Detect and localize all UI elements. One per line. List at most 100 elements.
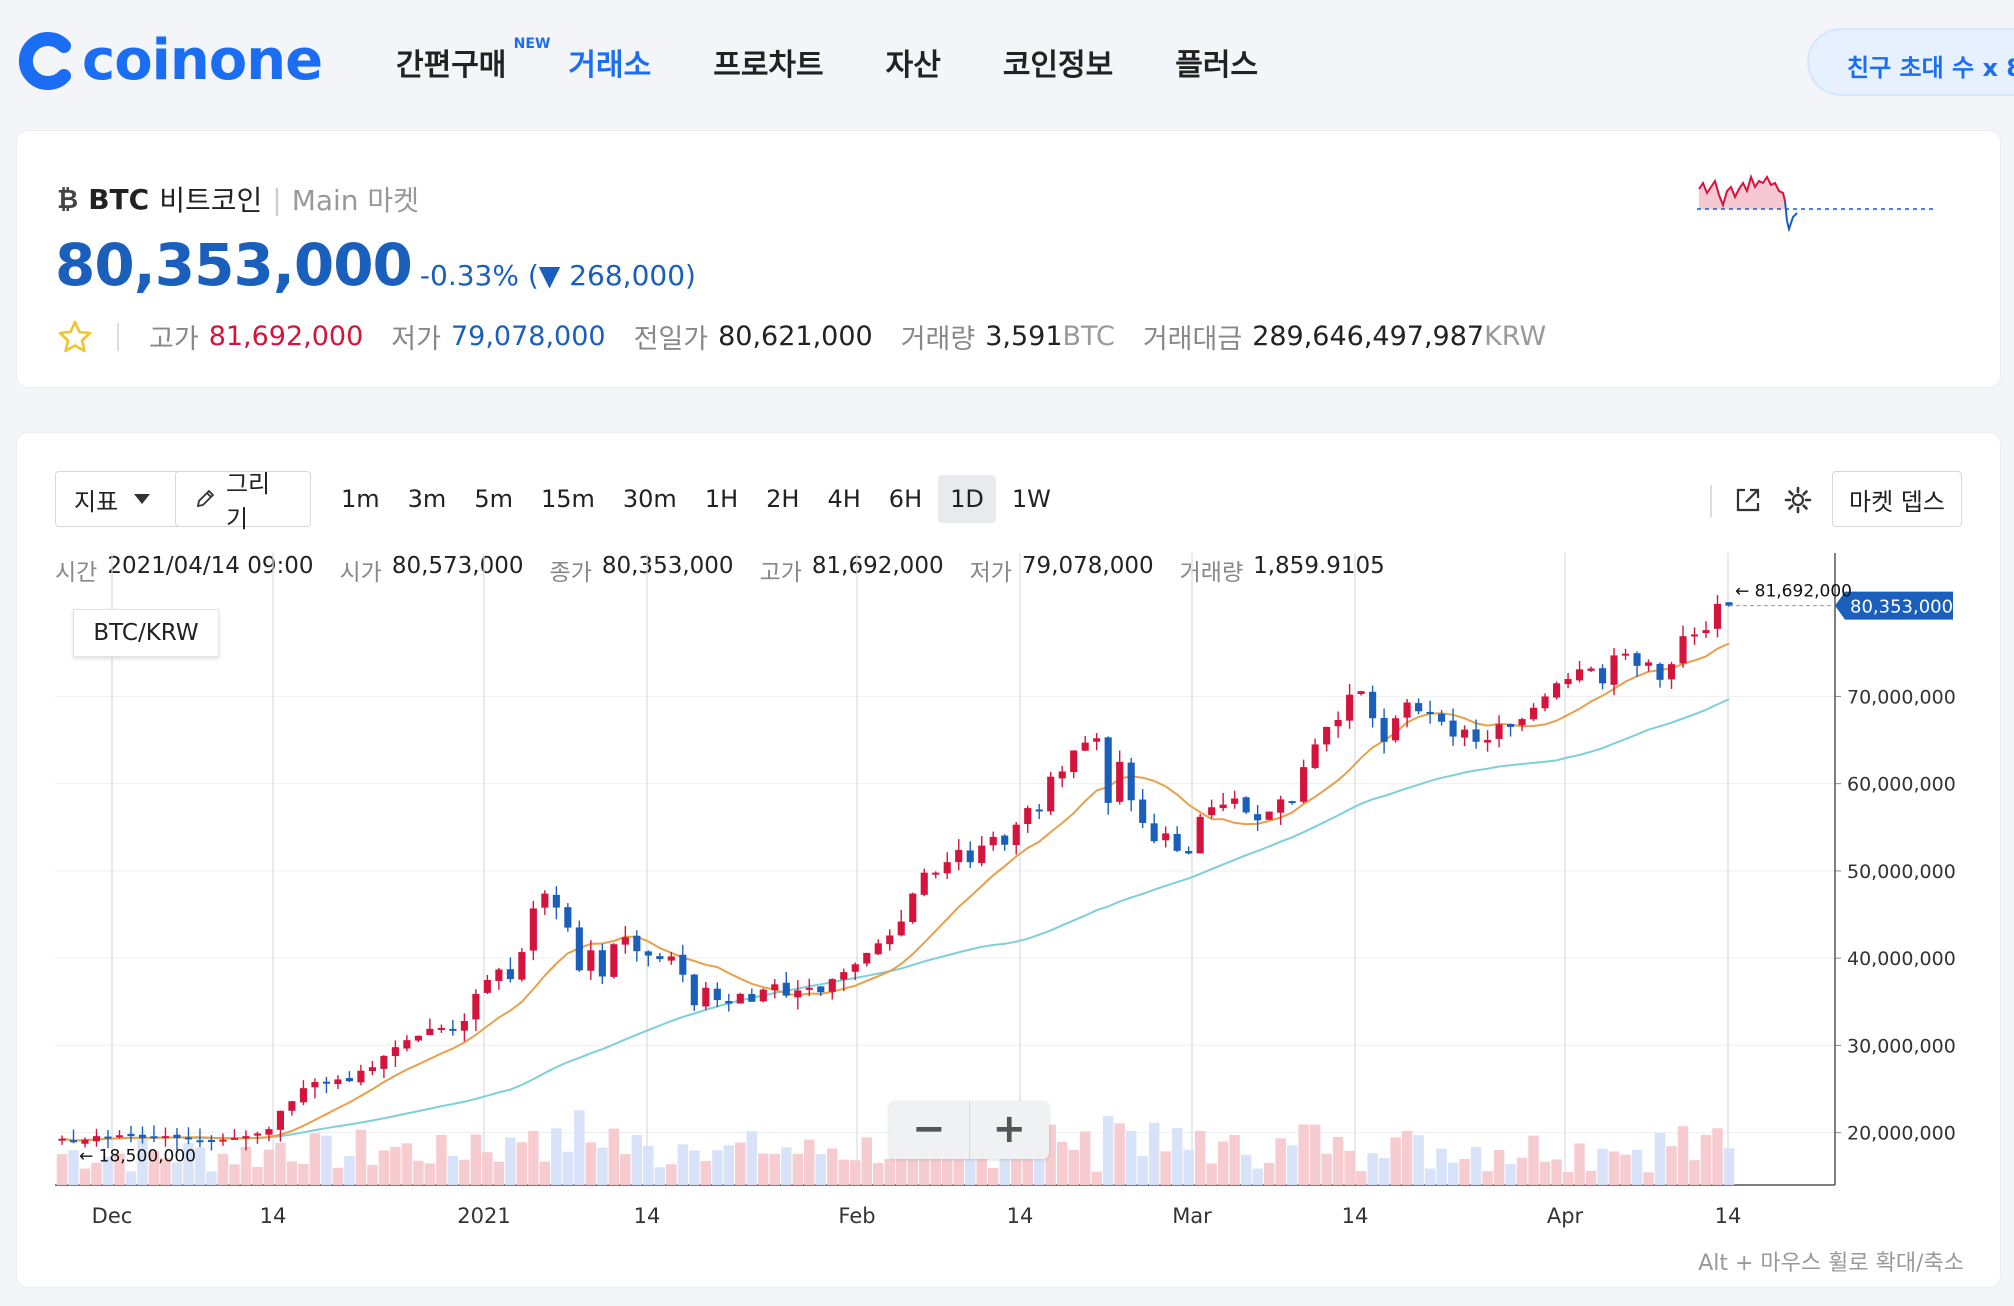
volume-bar <box>1459 1159 1470 1185</box>
candle-body <box>874 943 882 955</box>
candle-body <box>1507 724 1515 727</box>
amount-unit: KRW <box>1484 321 1547 352</box>
candle-body <box>1058 771 1066 779</box>
volume-bar <box>1355 1171 1367 1185</box>
menu-plus[interactable]: 플러스 <box>1175 48 1259 83</box>
volume-bar <box>183 1143 194 1185</box>
candle-body <box>437 1027 445 1030</box>
volume-bar <box>1413 1135 1424 1185</box>
zoom-in-button[interactable]: + <box>992 1106 1026 1152</box>
menu-assets[interactable]: 자산 <box>885 48 941 83</box>
timeframe-4H[interactable]: 4H <box>827 485 861 513</box>
candle-body <box>161 1136 170 1139</box>
candle-body <box>1357 691 1365 694</box>
timeframe-1m[interactable]: 1m <box>341 485 380 513</box>
y-tick-label: 30,000,000 <box>1847 1035 1956 1057</box>
popout-icon[interactable] <box>1733 485 1763 515</box>
high-label: 고가 <box>149 324 199 355</box>
volume-bar <box>1528 1135 1539 1185</box>
candle-body <box>1598 668 1607 684</box>
candle-body <box>1185 851 1193 854</box>
menu-label: 간편구매 <box>396 48 507 83</box>
timeframe-15m[interactable]: 15m <box>540 485 595 513</box>
settings-gear-icon[interactable] <box>1783 485 1813 515</box>
volume-bar <box>194 1147 206 1185</box>
divider <box>117 322 119 351</box>
volume-unit: BTC <box>1062 321 1115 352</box>
candle-body <box>1346 694 1354 721</box>
sparkline-up <box>1698 173 1786 209</box>
volume-bar <box>459 1159 470 1185</box>
sparkline-area <box>1699 177 1785 209</box>
menu-coin-info[interactable]: 코인정보 <box>1002 48 1114 83</box>
volume-bar <box>1125 1130 1137 1185</box>
volume-bar <box>1091 1171 1102 1185</box>
timeframe-6H[interactable]: 6H <box>888 485 923 513</box>
volume-bar <box>712 1150 723 1185</box>
volume-bar <box>1275 1138 1286 1185</box>
invite-friends-button[interactable]: 친구 초대 수 x 8 <box>1807 28 2014 96</box>
candle-body <box>1667 664 1676 680</box>
volume-bar <box>804 1139 815 1185</box>
timeframe-1H[interactable]: 1H <box>704 485 739 513</box>
timeframe-1D[interactable]: 1D <box>938 475 996 523</box>
volume-bar <box>1033 1158 1045 1185</box>
volume-bar <box>1401 1130 1413 1185</box>
volume-label: 거래량 <box>900 324 976 355</box>
volume-bar <box>620 1154 631 1185</box>
candle-body <box>1012 824 1020 846</box>
timeframe-5m[interactable]: 5m <box>474 485 513 513</box>
main-menu: 간편구매 NEW 거래소 프로차트 자산 코인정보 플러스 <box>396 36 1320 84</box>
volume-bar <box>378 1150 390 1185</box>
volume-bar <box>1045 1124 1056 1185</box>
market-depth-button[interactable]: 마켓 뎁스 <box>1832 471 1962 527</box>
volume-bar <box>735 1142 746 1185</box>
timeframe-1W[interactable]: 1W <box>1011 485 1051 513</box>
menu-easy-buy[interactable]: 간편구매 NEW <box>396 36 550 84</box>
candle-body <box>322 1081 330 1084</box>
volume-bar <box>930 1137 941 1185</box>
volume-bar <box>1367 1153 1378 1185</box>
candle-body <box>1035 809 1043 812</box>
candle-body <box>1300 767 1308 802</box>
candle-body <box>506 969 514 980</box>
candlestick-chart[interactable]: 20,000,000 30,000,000 40,000,000 50,000,000… <box>17 433 2002 1289</box>
candle-body <box>633 935 641 952</box>
volume-bar <box>689 1150 700 1185</box>
menu-pro-chart[interactable]: 프로차트 <box>713 48 824 83</box>
candle-body <box>955 849 963 863</box>
coin-title: ₿ BTC 비트코인 | Main 마켓 <box>57 179 419 219</box>
candle-body <box>989 836 997 846</box>
candle-body <box>598 950 606 977</box>
candle-body <box>1415 703 1423 712</box>
volume-bar <box>413 1160 424 1185</box>
candle-body <box>1162 833 1170 841</box>
timeframe-2H[interactable]: 2H <box>766 485 800 513</box>
candle-body <box>966 850 974 863</box>
volume-bar <box>677 1144 689 1185</box>
volume-bar <box>516 1142 528 1185</box>
volume-bar <box>321 1135 332 1185</box>
volume-bar <box>1298 1124 1309 1185</box>
timeframe-3m[interactable]: 3m <box>407 485 447 513</box>
coin-name: 비트코인 <box>159 184 263 217</box>
candle-body <box>1173 833 1181 851</box>
ohlc-open: 80,573,000 <box>391 553 524 579</box>
favorite-star-icon[interactable] <box>57 319 93 355</box>
candle-body <box>299 1088 307 1103</box>
indicator-label: 지표 <box>74 487 119 516</box>
ohlc-close-label: 종가 <box>549 560 592 586</box>
timeframe-30m[interactable]: 30m <box>622 485 677 513</box>
x-tick-label: 14 <box>1715 1204 1742 1228</box>
menu-exchange[interactable]: 거래소 <box>568 48 652 83</box>
candle-body <box>1725 602 1733 606</box>
coinone-logo[interactable]: coinone <box>14 28 323 93</box>
zoom-out-button[interactable]: − <box>911 1106 946 1152</box>
x-tick-label: Mar <box>1172 1204 1212 1228</box>
volume-bar <box>482 1152 493 1185</box>
draw-button[interactable]: 그리기 <box>175 470 311 533</box>
volume-bar <box>171 1162 183 1185</box>
pair-label: BTC/KRW <box>73 609 219 657</box>
candle-body <box>391 1047 399 1057</box>
coin-symbol: BTC <box>88 182 150 216</box>
